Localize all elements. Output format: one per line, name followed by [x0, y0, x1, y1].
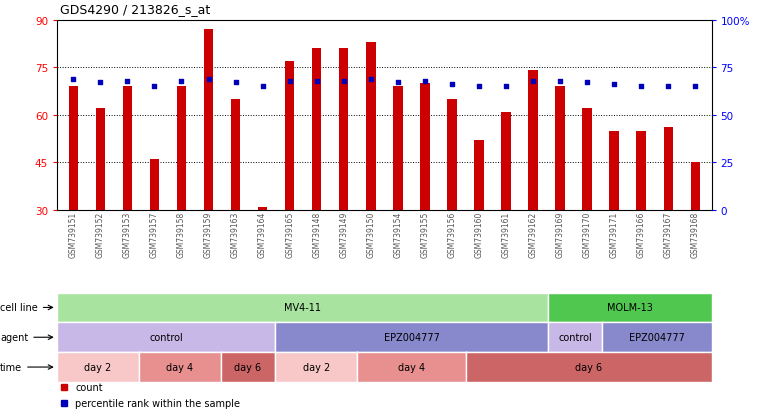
Text: percentile rank within the sample: percentile rank within the sample	[75, 398, 240, 408]
Point	[689, 84, 702, 90]
Point	[256, 84, 269, 90]
Bar	[528, 71, 538, 210]
Point	[554, 78, 566, 85]
Point	[419, 78, 431, 85]
Bar	[123, 87, 132, 210]
Point	[635, 84, 648, 90]
Point	[446, 82, 458, 88]
Text: GDS4290 / 213826_s_at: GDS4290 / 213826_s_at	[60, 3, 210, 16]
Bar	[447, 100, 457, 210]
Point	[284, 78, 296, 85]
Bar	[68, 87, 78, 210]
Bar	[96, 109, 105, 210]
Point	[175, 78, 187, 85]
Bar	[664, 128, 673, 210]
Text: day 2: day 2	[303, 362, 330, 372]
Bar	[501, 112, 511, 210]
Bar	[610, 131, 619, 210]
Point	[365, 76, 377, 83]
Text: day 6: day 6	[575, 362, 603, 372]
Bar	[285, 62, 295, 210]
Point	[94, 80, 107, 86]
Point	[473, 84, 485, 90]
Text: EPZ004777: EPZ004777	[629, 332, 685, 342]
Bar	[231, 100, 240, 210]
Text: EPZ004777: EPZ004777	[384, 332, 440, 342]
Text: day 6: day 6	[234, 362, 262, 372]
Bar	[339, 49, 349, 210]
Bar	[393, 87, 403, 210]
Point	[230, 80, 242, 86]
Point	[121, 78, 133, 85]
Point	[202, 76, 215, 83]
Bar	[636, 131, 646, 210]
Text: agent: agent	[0, 332, 53, 342]
Text: control: control	[149, 332, 183, 342]
Bar	[420, 84, 430, 210]
Text: count: count	[75, 382, 103, 392]
Point	[338, 78, 350, 85]
Point	[67, 76, 79, 83]
Text: MOLM-13: MOLM-13	[607, 303, 653, 313]
Bar	[582, 109, 592, 210]
Bar	[474, 141, 484, 210]
Point	[310, 78, 323, 85]
Text: day 2: day 2	[84, 362, 112, 372]
Point	[148, 84, 161, 90]
Point	[608, 82, 620, 88]
Text: cell line: cell line	[0, 303, 53, 313]
Bar	[312, 49, 321, 210]
Bar	[150, 160, 159, 210]
Text: day 4: day 4	[398, 362, 425, 372]
Bar	[556, 87, 565, 210]
Bar	[258, 207, 267, 210]
Bar	[204, 30, 213, 210]
Point	[500, 84, 512, 90]
Text: day 4: day 4	[166, 362, 193, 372]
Bar	[177, 87, 186, 210]
Point	[392, 80, 404, 86]
Point	[662, 84, 674, 90]
Bar	[366, 43, 375, 210]
Text: MV4-11: MV4-11	[284, 303, 321, 313]
Text: control: control	[559, 332, 592, 342]
Point	[527, 78, 539, 85]
Bar	[690, 163, 700, 210]
Point	[581, 80, 594, 86]
Text: time: time	[0, 362, 53, 372]
